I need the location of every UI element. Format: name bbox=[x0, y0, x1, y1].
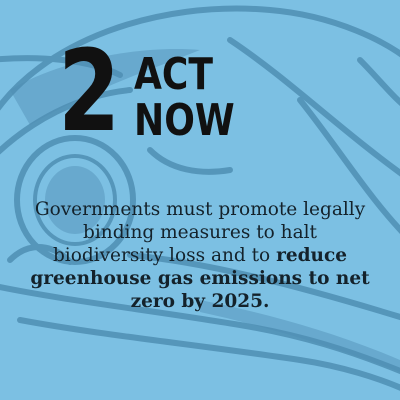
headline-line-2: NOW bbox=[134, 95, 235, 146]
step-number: 2 bbox=[58, 27, 120, 157]
body-text-plain: Governments must promote legally binding… bbox=[34, 199, 366, 266]
body-text-bold: reduce greenhouse gas emissions to net z… bbox=[30, 245, 370, 312]
body-paragraph: Governments must promote legally binding… bbox=[30, 198, 370, 313]
headline: ACT NOW bbox=[134, 52, 235, 144]
headline-line-1: ACT bbox=[134, 49, 214, 100]
